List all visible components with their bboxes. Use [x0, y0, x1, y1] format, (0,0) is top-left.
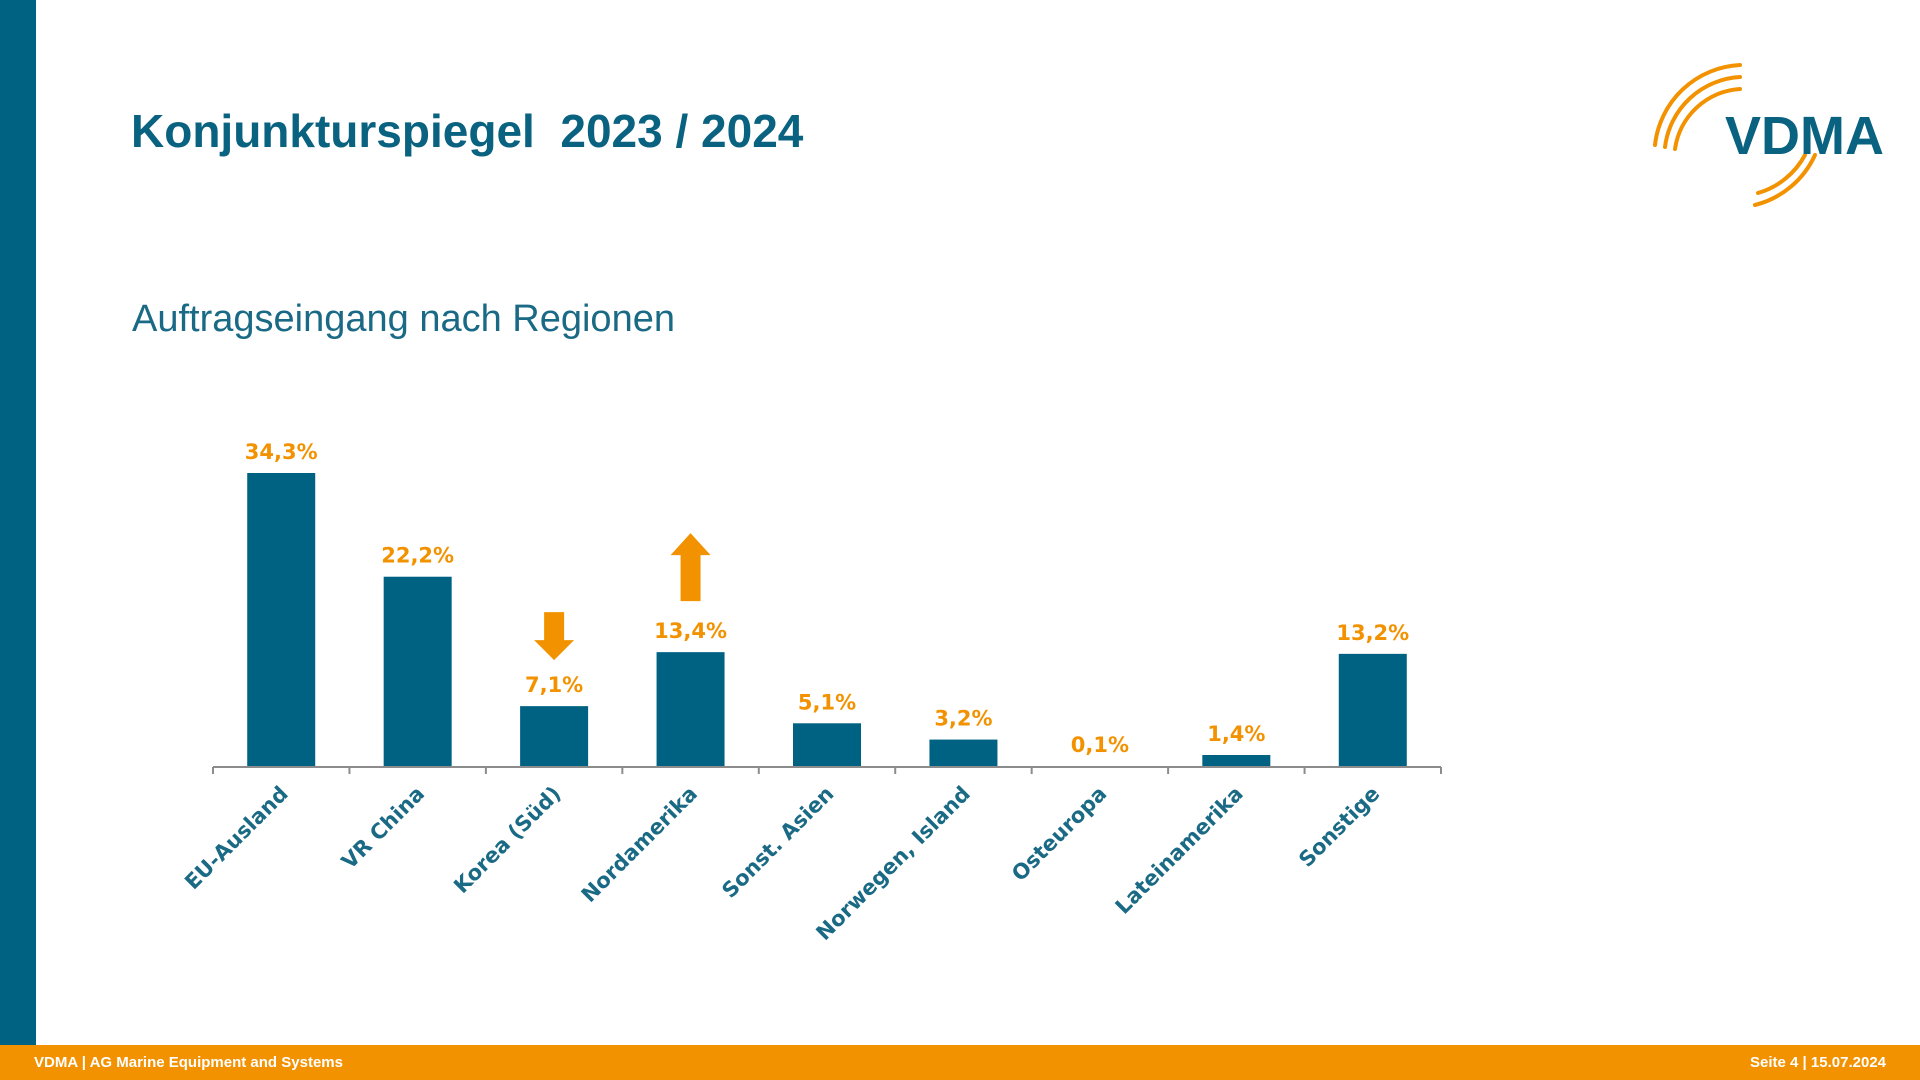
value-label-8: 13,2%	[1336, 621, 1409, 645]
page-title: Konjunkturspiegel 2023 / 2024	[131, 105, 804, 157]
category-label-5: Norwegen, Island	[812, 782, 975, 945]
value-label-3: 13,4%	[654, 619, 727, 643]
value-label-1: 22,2%	[381, 544, 454, 568]
bar-7	[1202, 755, 1271, 767]
category-label-2: Korea (Süd)	[449, 782, 565, 898]
arrow-down-icon	[534, 612, 575, 661]
category-label-6: Osteuropa	[1007, 782, 1111, 886]
chart-subtitle: Auftragseingang nach Regionen	[132, 298, 675, 340]
value-label-0: 34,3%	[245, 440, 318, 464]
category-label-0: EU-Ausland	[180, 782, 293, 895]
annotations-group	[534, 533, 711, 661]
footer-page-info: Seite 4 | 15.07.2024	[1750, 1054, 1886, 1071]
value-label-6: 0,1%	[1071, 733, 1129, 757]
arrow-up-icon	[670, 533, 711, 602]
bar-0	[247, 473, 316, 767]
category-label-7: Lateinamerika	[1111, 782, 1248, 919]
bar-4	[793, 723, 861, 767]
value-label-5: 3,2%	[934, 707, 992, 731]
value-label-2: 7,1%	[525, 673, 583, 697]
bar-2	[520, 706, 589, 767]
category-labels-group: EU-Ausland VR China Korea (Süd) Nordamerika…	[180, 782, 1384, 945]
value-labels-group: 34,3% 22,2% 7,1% 13,4% 5,1% 3,2% 0,1% 1,4% 13,2%	[245, 440, 1409, 757]
bars-group	[247, 473, 1407, 767]
x-axis-group	[212, 766, 1442, 774]
bar-8	[1338, 653, 1407, 767]
side-accent-bar	[0, 0, 36, 1045]
value-label-4: 5,1%	[798, 690, 856, 714]
category-label-1: VR China	[337, 782, 429, 874]
bar-chart: 34,3% 22,2% 7,1% 13,4% 5,1% 3,2% 0,1% 1,4% 13,2%…	[180, 440, 1442, 945]
vdma-logo: VDMA	[1653, 63, 1884, 207]
logo-text: VDMA	[1725, 106, 1884, 166]
footer-bar: VDMA | AG Marine Equipment and Systems S…	[0, 1045, 1920, 1080]
footer-left-text: VDMA | AG Marine Equipment and Systems	[34, 1054, 343, 1071]
category-label-4: Sonst. Asien	[717, 782, 838, 903]
bar-5	[929, 739, 998, 767]
category-label-8: Sonstige	[1294, 782, 1384, 872]
value-label-7: 1,4%	[1207, 722, 1265, 746]
bar-3	[656, 652, 725, 767]
category-label-3: Nordamerika	[577, 782, 702, 907]
bar-1	[383, 576, 452, 767]
logo-arcs-icon	[1653, 63, 1817, 207]
